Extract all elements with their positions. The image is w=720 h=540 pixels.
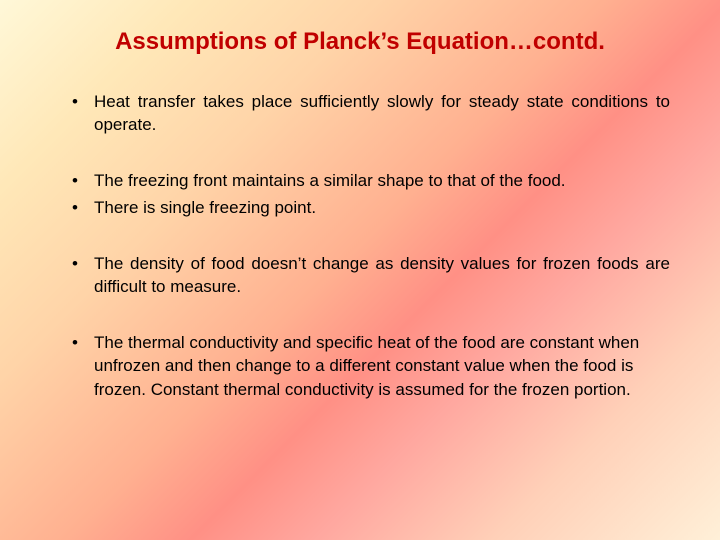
bullet-group: Heat transfer takes place sufficiently s… <box>70 90 670 137</box>
bullet-item: The thermal conductivity and specific he… <box>70 331 670 401</box>
bullet-group: The thermal conductivity and specific he… <box>70 331 670 401</box>
slide: Assumptions of Planck’s Equation…contd. … <box>0 0 720 540</box>
bullet-item: The freezing front maintains a similar s… <box>70 169 670 192</box>
bullet-item: There is single freezing point. <box>70 196 670 219</box>
slide-title: Assumptions of Planck’s Equation…contd. <box>0 28 720 56</box>
bullet-list: Heat transfer takes place sufficiently s… <box>0 90 720 401</box>
bullet-group: The freezing front maintains a similar s… <box>70 169 670 220</box>
bullet-item: The density of food doesn’t change as de… <box>70 252 670 299</box>
bullet-item: Heat transfer takes place sufficiently s… <box>70 90 670 137</box>
bullet-group: The density of food doesn’t change as de… <box>70 252 670 299</box>
